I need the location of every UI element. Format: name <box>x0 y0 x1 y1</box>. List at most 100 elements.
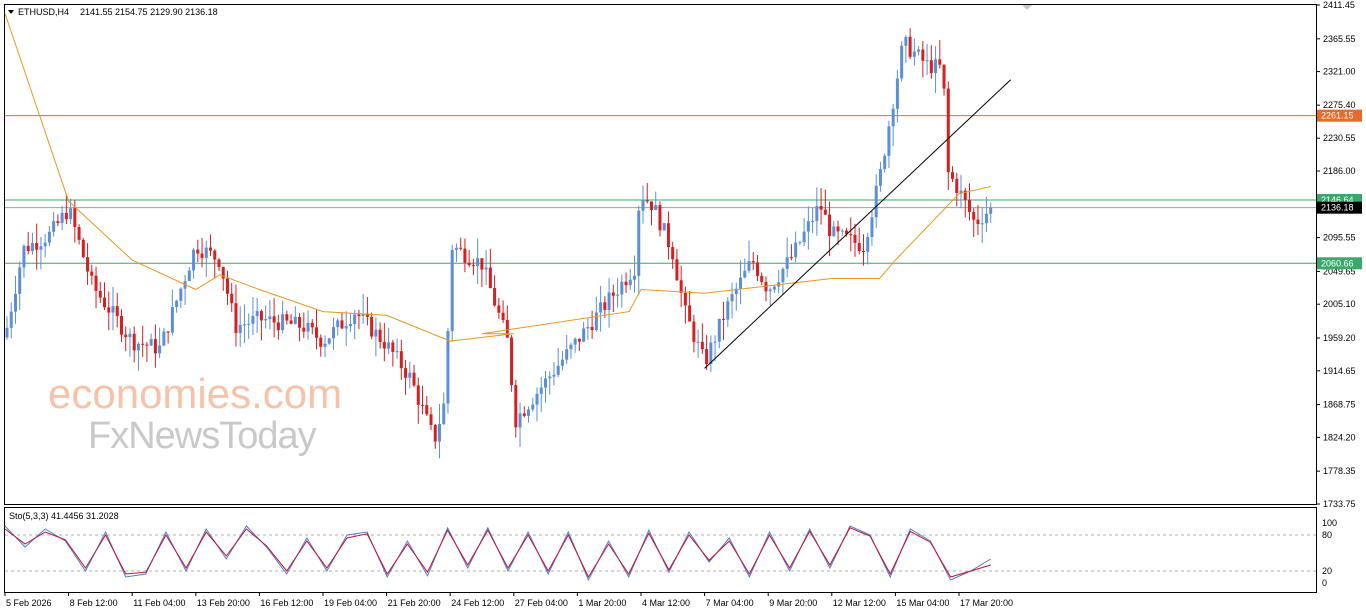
candle <box>874 174 878 228</box>
candle <box>870 210 874 246</box>
candle-body <box>760 275 764 283</box>
candle <box>747 240 751 274</box>
candle-body <box>298 316 302 328</box>
candle-body <box>887 126 891 156</box>
moving-average <box>4 13 991 342</box>
candle-body <box>124 334 128 338</box>
candle <box>145 342 149 362</box>
chart-menu-icon[interactable] <box>8 10 14 14</box>
stoch-level-label: 100 <box>1322 518 1337 528</box>
candle-body <box>145 344 149 346</box>
candle <box>175 299 179 313</box>
candle <box>196 239 200 263</box>
candle-body <box>217 259 221 268</box>
candle <box>251 297 255 336</box>
candle-body <box>611 292 615 296</box>
candle <box>404 360 408 395</box>
candle-body <box>772 286 776 290</box>
candle-body <box>437 424 441 442</box>
candle-body <box>259 311 263 321</box>
trendline[interactable] <box>704 79 1012 369</box>
candle <box>883 153 887 173</box>
candle-body <box>590 326 594 331</box>
candle <box>192 247 196 279</box>
price-tag-bg <box>1317 109 1362 122</box>
candle-body <box>192 249 196 271</box>
candle-body <box>828 214 832 236</box>
candle-body <box>781 268 785 283</box>
candle <box>942 64 946 96</box>
candle <box>141 325 145 357</box>
candle-body <box>348 324 352 327</box>
candle-body <box>442 403 446 425</box>
y-tick-label: 2275.40 <box>1323 100 1356 110</box>
y-tick-label: 2005.10 <box>1323 299 1356 309</box>
candle <box>543 370 547 403</box>
candle-body <box>446 331 450 404</box>
candle-body <box>929 60 933 74</box>
stoch-level-label: 80 <box>1322 530 1332 540</box>
y-tick-label: 2365.55 <box>1323 34 1356 44</box>
candle-body <box>18 267 22 294</box>
candle <box>616 278 620 308</box>
candle-body <box>951 172 955 179</box>
candle-body <box>900 45 904 79</box>
candle-body <box>247 323 251 325</box>
candle <box>94 266 98 309</box>
ma-line <box>4 13 991 342</box>
candle-body <box>984 213 988 224</box>
candle <box>272 298 276 338</box>
candle-body <box>221 267 225 279</box>
candle-body <box>739 277 743 289</box>
candle-body <box>649 201 653 211</box>
candle-body <box>637 210 641 276</box>
candle <box>77 224 81 245</box>
candle-body <box>5 327 9 338</box>
candle <box>815 187 819 236</box>
candle <box>416 377 420 424</box>
candle <box>866 232 870 265</box>
candle <box>115 292 119 328</box>
candle-body <box>853 234 857 243</box>
candle-body <box>293 316 297 324</box>
candle-body <box>705 349 709 364</box>
candle <box>43 234 47 258</box>
stoch-pane-frame <box>4 507 1317 593</box>
candle-body <box>785 257 789 269</box>
candle <box>552 362 556 386</box>
candle-body <box>518 413 522 428</box>
candle <box>450 244 454 342</box>
candle-body <box>306 322 310 332</box>
candle <box>293 306 297 325</box>
candle <box>514 379 518 438</box>
candle-body <box>281 314 285 331</box>
x-tick-label: 21 Feb 20:00 <box>388 598 441 608</box>
candle-body <box>416 385 420 405</box>
trendline-group[interactable] <box>704 79 1012 369</box>
scroll-marker-icon[interactable] <box>1022 5 1032 10</box>
candle-body <box>302 327 306 332</box>
candle-body <box>675 259 679 281</box>
candle <box>446 327 450 414</box>
candle <box>230 282 234 312</box>
candle-body <box>39 246 43 250</box>
candle <box>52 212 56 237</box>
candle <box>162 328 166 347</box>
candle-body <box>603 302 607 310</box>
candle <box>688 290 692 322</box>
watermark-economies: economies.com <box>48 370 342 417</box>
candle <box>361 293 365 324</box>
candle-body <box>832 226 836 236</box>
candle-body <box>64 212 68 220</box>
candle <box>900 41 904 82</box>
candle-body <box>980 223 984 225</box>
candle-body <box>573 338 577 345</box>
candle-body <box>315 327 319 338</box>
time-axis: 5 Feb 2026 8 Feb 12:00 11 Feb 04:00 13 Feb … <box>4 592 1013 608</box>
candle-body <box>959 190 963 194</box>
candle <box>111 287 115 331</box>
candle <box>234 284 238 347</box>
candle-body <box>866 236 870 252</box>
candle-body <box>921 49 925 61</box>
